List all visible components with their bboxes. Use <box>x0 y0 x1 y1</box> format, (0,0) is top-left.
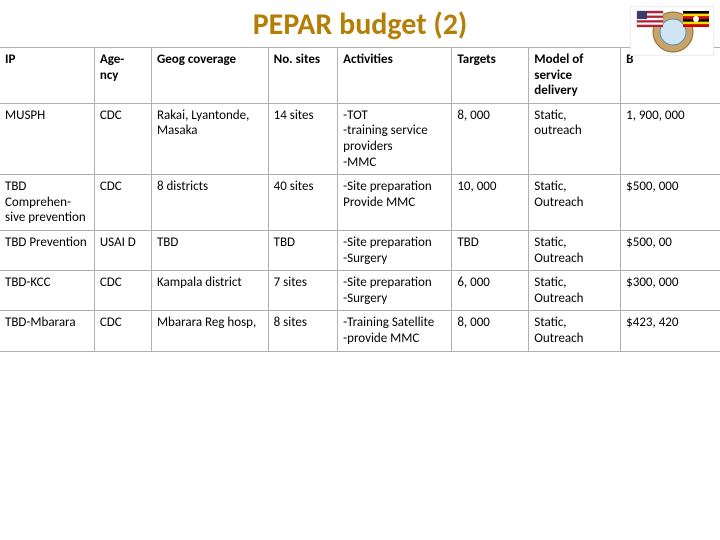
cell-geo: Kampala district <box>151 271 268 311</box>
logo-emblem <box>630 6 714 56</box>
cell-agency: CDC <box>94 175 151 231</box>
cell-activities: -Training Satellite-provide MMC <box>338 311 452 351</box>
cell-budget: $500, 000 <box>621 175 720 231</box>
table-row: TBD-KCC CDC Kampala district 7 sites -Si… <box>0 271 720 311</box>
cell-geo: Mbarara Reg hosp, <box>151 311 268 351</box>
cell-sites: 14 sites <box>268 103 338 174</box>
cell-targets: 6, 000 <box>452 271 529 311</box>
table-row: TBD Comprehen-sive prevention CDC 8 dist… <box>0 175 720 231</box>
cell-ip: TBD-Mbarara <box>0 311 94 351</box>
cell-agency: CDC <box>94 311 151 351</box>
cell-targets: 10, 000 <box>452 175 529 231</box>
col-header-geo: Geog coverage <box>151 48 268 104</box>
budget-table: IP Age-ncy Geog coverage No. sites Activ… <box>0 47 720 352</box>
cell-activities: -Site preparation-Surgery <box>338 271 452 311</box>
table-row: TBD Prevention USAI D TBD TBD -Site prep… <box>0 230 720 270</box>
col-header-sites: No. sites <box>268 48 338 104</box>
cell-sites: 7 sites <box>268 271 338 311</box>
cell-sites: TBD <box>268 230 338 270</box>
table-body: MUSPH CDC Rakai, Lyantonde, Masaka 14 si… <box>0 103 720 351</box>
cell-targets: 8, 000 <box>452 103 529 174</box>
cell-ip: TBD Comprehen-sive prevention <box>0 175 94 231</box>
cell-ip: TBD Prevention <box>0 230 94 270</box>
cell-activities: -TOT-training service providers-MMC <box>338 103 452 174</box>
table-row: MUSPH CDC Rakai, Lyantonde, Masaka 14 si… <box>0 103 720 174</box>
cell-agency: CDC <box>94 271 151 311</box>
cell-model: Static, Outreach <box>529 311 621 351</box>
cell-model: Static, outreach <box>529 103 621 174</box>
cell-budget: $423, 420 <box>621 311 720 351</box>
cell-ip: TBD-KCC <box>0 271 94 311</box>
cell-activities: -Site preparation-Surgery <box>338 230 452 270</box>
cell-geo: Rakai, Lyantonde, Masaka <box>151 103 268 174</box>
cell-agency: USAI D <box>94 230 151 270</box>
col-header-targets: Targets <box>452 48 529 104</box>
cell-budget: 1, 900, 000 <box>621 103 720 174</box>
cell-activities: -Site preparation Provide MMC <box>338 175 452 231</box>
col-header-activities: Activities <box>338 48 452 104</box>
cell-geo: TBD <box>151 230 268 270</box>
cell-ip: MUSPH <box>0 103 94 174</box>
col-header-ip: IP <box>0 48 94 104</box>
cell-geo: 8 districts <box>151 175 268 231</box>
cell-sites: 8 sites <box>268 311 338 351</box>
table-header-row: IP Age-ncy Geog coverage No. sites Activ… <box>0 48 720 104</box>
cell-sites: 40 sites <box>268 175 338 231</box>
cell-targets: TBD <box>452 230 529 270</box>
cell-model: Static, Outreach <box>529 175 621 231</box>
cell-budget: $300, 000 <box>621 271 720 311</box>
cell-model: Static, Outreach <box>529 271 621 311</box>
col-header-agency: Age-ncy <box>94 48 151 104</box>
cell-agency: CDC <box>94 103 151 174</box>
cell-budget: $500, 00 <box>621 230 720 270</box>
cell-targets: 8, 000 <box>452 311 529 351</box>
table-row: TBD-Mbarara CDC Mbarara Reg hosp, 8 site… <box>0 311 720 351</box>
page-title: PEPAR budget (2) <box>0 0 720 47</box>
cell-model: Static, Outreach <box>529 230 621 270</box>
col-header-model: Model of service delivery <box>529 48 621 104</box>
